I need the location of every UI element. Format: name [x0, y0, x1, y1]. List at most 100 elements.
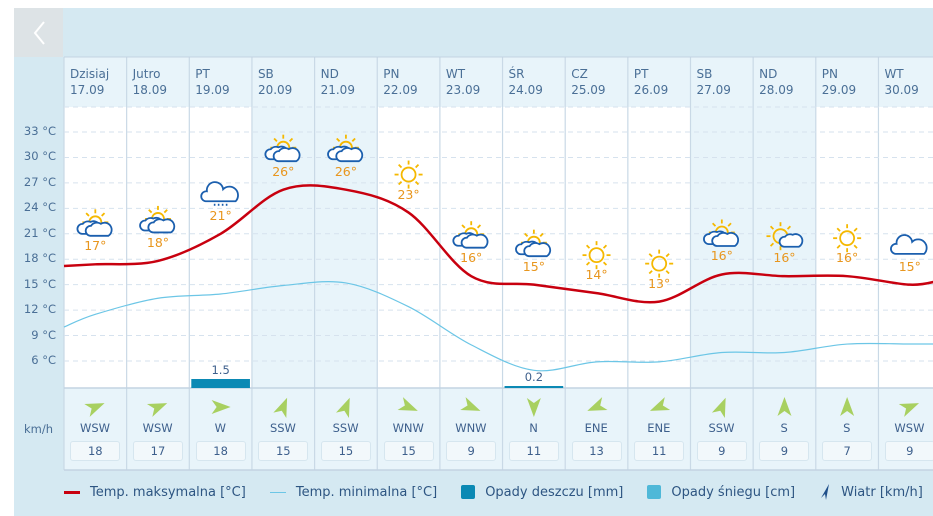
legend-min-swatch — [269, 491, 286, 493]
day-header[interactable]: WT 30.09 — [884, 66, 918, 98]
day-column — [690, 107, 754, 388]
y-axis-label: 33 °C — [23, 124, 56, 138]
legend-rain-swatch — [461, 485, 476, 499]
wind-direction: S — [843, 421, 851, 435]
wind-arrow-icon — [526, 398, 541, 417]
legend-wind[interactable]: Wiatr [km/h] — [819, 484, 923, 500]
wind-speed: 15 — [258, 441, 309, 461]
day-date: 23.09 — [445, 83, 481, 97]
wind-direction: W — [214, 421, 226, 435]
day-header-cell — [565, 57, 628, 107]
day-header-cell — [251, 57, 315, 107]
wind-direction: WSW — [142, 421, 173, 435]
day-date: 24.09 — [508, 83, 543, 97]
rain-cloud-icon — [200, 181, 239, 206]
legend-snow-label: Opady śniegu [cm] — [671, 484, 796, 500]
wind-speed: 9 — [446, 441, 497, 461]
temp-label: 15° — [522, 258, 545, 274]
legend-rain-label: Opady deszczu [mm] — [485, 484, 624, 500]
wind-arrow-icon — [840, 397, 855, 416]
day-header[interactable]: ND 28.09 — [759, 66, 793, 98]
day-date: 19.09 — [195, 83, 230, 97]
wind-direction: ENE — [584, 421, 608, 435]
wind-arrow-icon — [898, 403, 920, 417]
legend-max[interactable]: Temp. maksymalna [°C] — [64, 485, 246, 500]
day-date: 26.09 — [633, 83, 669, 97]
wind-arrow-icon — [397, 397, 418, 411]
temp-label: 16° — [773, 250, 796, 266]
day-header[interactable]: Jutro 18.09 — [133, 66, 167, 98]
day-header[interactable]: SB 20.09 — [258, 66, 292, 98]
partly-cloudy-icon — [264, 134, 301, 163]
legend-min[interactable]: Temp. minimalna [°C] — [269, 484, 438, 500]
wind-direction: WSW — [79, 421, 111, 435]
wind-direction: SSW — [269, 421, 296, 435]
temp-label: 16° — [460, 250, 483, 266]
day-name: PN — [821, 67, 839, 81]
wind-speed: 17 — [132, 441, 183, 461]
wind-unit-label: km/h — [24, 422, 54, 436]
sunny-icon — [833, 224, 862, 253]
legend-snow[interactable]: Opady śniegu [cm] — [647, 485, 795, 500]
day-header[interactable]: PN 29.09 — [822, 66, 856, 98]
cloud-icon — [460, 233, 489, 249]
day-header[interactable]: CZ 25.09 — [571, 66, 605, 98]
wind-direction: WNW — [392, 421, 424, 435]
y-axis-label: 9 °C — [31, 327, 56, 342]
legend-wind-label: Wiatr [km/h] — [841, 484, 923, 500]
sun-icon — [588, 247, 605, 264]
back-button[interactable] — [14, 8, 63, 57]
day-header[interactable]: SB 27.09 — [697, 66, 731, 98]
max-temp-line — [63, 184, 933, 304]
day-header[interactable]: PT 26.09 — [634, 66, 668, 98]
day-header[interactable]: WT 23.09 — [446, 66, 480, 98]
temp-label: 13° — [648, 275, 671, 291]
partly-cloudy-icon — [703, 219, 739, 247]
y-axis-label: 24 °C — [23, 200, 56, 215]
wind-speed: 18 — [195, 441, 246, 461]
day-date: 28.09 — [759, 83, 794, 97]
day-name: WT — [884, 67, 904, 81]
cloud-icon — [272, 147, 301, 163]
day-column — [189, 107, 252, 388]
day-header-cell — [753, 57, 816, 107]
day-header[interactable]: PN 22.09 — [383, 66, 417, 98]
y-axis-label: 21 °C — [23, 225, 56, 240]
cloud-icon — [147, 218, 176, 234]
y-axis-label: 15 °C — [23, 276, 56, 291]
temp-label: 26° — [272, 163, 295, 179]
day-header[interactable]: Dzisiaj 17.09 — [70, 66, 109, 98]
cloud-icon — [890, 234, 928, 255]
cloud-icon — [711, 231, 739, 247]
day-header-cell — [439, 57, 503, 107]
partly-cloudy-icon — [515, 229, 552, 258]
legend-min-label: Temp. minimalna [°C] — [295, 484, 438, 500]
temp-label: 21° — [209, 207, 232, 223]
wind-arrow-icon — [821, 484, 830, 500]
legend-rain[interactable]: Opady deszczu [mm] — [461, 485, 623, 500]
day-date: 22.09 — [383, 83, 418, 97]
wind-arrow-icon — [146, 403, 168, 417]
day-header[interactable]: ŚR 24.09 — [509, 66, 543, 98]
partly-cloudy-icon — [327, 134, 364, 163]
wind-direction: WNW — [455, 421, 487, 435]
day-header-cell — [189, 57, 252, 107]
wind-speed: 15 — [383, 441, 434, 461]
day-date: 25.09 — [571, 83, 606, 97]
day-header-cell — [627, 57, 691, 107]
legend-max-label: Temp. maksymalna [°C] — [90, 484, 246, 500]
temp-label: 17° — [84, 238, 107, 254]
temp-label: 26° — [334, 163, 357, 179]
day-name: PT — [633, 67, 649, 81]
day-header[interactable]: PT 19.09 — [195, 66, 229, 98]
day-header[interactable]: ND 21.09 — [321, 66, 355, 98]
day-name: ND — [320, 67, 339, 81]
min-temp-line — [63, 281, 933, 372]
day-header-cell — [377, 57, 440, 107]
day-date: 18.09 — [132, 83, 167, 97]
temp-label: 14° — [585, 267, 608, 283]
wind-arrow-icon — [84, 403, 105, 417]
wind-direction: S — [780, 421, 788, 435]
day-date: 29.09 — [821, 83, 857, 97]
